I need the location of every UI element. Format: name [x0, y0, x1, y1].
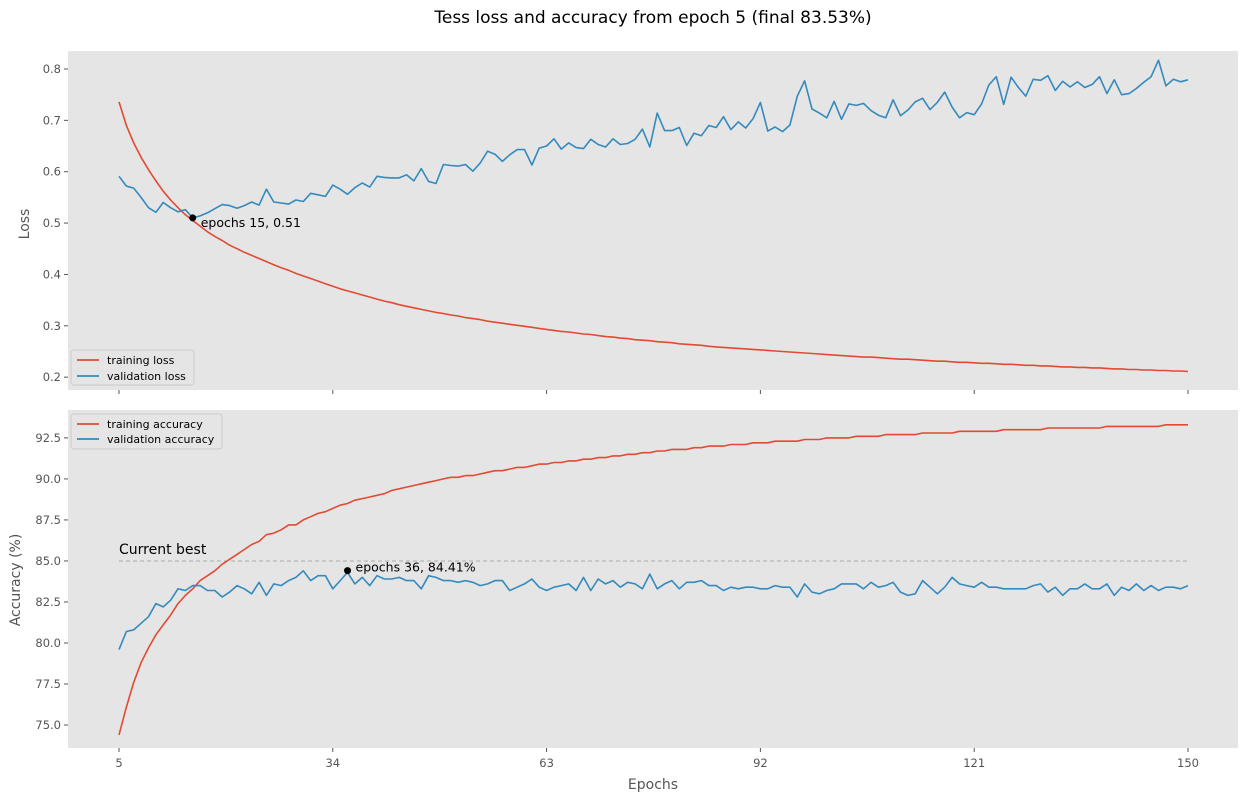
- acc-ytick-label: 87.5: [35, 513, 61, 527]
- xtick-label: 5: [115, 756, 122, 770]
- xtick-label: 150: [1177, 756, 1199, 770]
- xtick-label: 34: [325, 756, 340, 770]
- legend-label-validation-loss: validation loss: [107, 370, 186, 383]
- loss-ytick-label: 0.4: [43, 267, 61, 281]
- accuracy-y-axis: 75.0 77.5 80.0 82.5 85.0 87.5 90.0 92.5: [35, 431, 68, 732]
- accuracy-panel: Current best 75.0 77.5 80.0 82.5 85.0 87.5 90.…: [8, 410, 1238, 793]
- loss-legend: training loss validation loss: [70, 349, 195, 386]
- acc-ytick-label: 85.0: [35, 554, 61, 568]
- acc-series-training-line: [118, 423, 1188, 736]
- acc-ytick-label: 77.5: [35, 677, 61, 691]
- xtick-label: 121: [963, 756, 985, 770]
- accuracy-annotation: epochs 36, 84.41%: [344, 560, 476, 575]
- loss-panel: 0.2 0.3 0.4 0.5 0.6 0.7 0.8 Loss epochs 15, 0.…: [17, 51, 1238, 394]
- loss-series-validation-line: [118, 59, 1189, 219]
- accuracy-x-axis: 5 34 63 92 121 150: [115, 748, 1199, 770]
- loss-ytick-label: 0.2: [43, 370, 61, 384]
- accuracy-y-axis-label: Accuracy (%): [8, 534, 24, 627]
- loss-ytick-label: 0.8: [43, 62, 61, 76]
- acc-ytick-label: 90.0: [35, 472, 61, 486]
- loss-series-training-line: [118, 101, 1189, 373]
- current-best-label: Current best: [119, 542, 207, 558]
- loss-plot-area: [68, 51, 1238, 390]
- loss-ytick-label: 0.7: [43, 113, 61, 127]
- x-axis-label: Epochs: [628, 777, 678, 793]
- accuracy-legend: training accuracy validation accuracy: [70, 413, 223, 450]
- acc-ytick-label: 80.0: [35, 636, 61, 650]
- legend-label-validation-accuracy: validation accuracy: [107, 433, 215, 446]
- legend-label-training-loss: training loss: [107, 354, 175, 367]
- loss-y-axis-label: Loss: [17, 209, 33, 240]
- accuracy-legend-box: [70, 413, 223, 450]
- acc-ytick-label: 82.5: [35, 595, 61, 609]
- acc-ytick-label: 75.0: [35, 718, 61, 732]
- legend-label-training-accuracy: training accuracy: [107, 418, 203, 431]
- loss-series: [118, 59, 1189, 373]
- min-loss-label: epochs 15, 0.51: [201, 215, 301, 230]
- loss-x-axis-ticks: [118, 390, 1189, 394]
- acc-series-validation-line: [118, 569, 1189, 650]
- xtick-label: 92: [753, 756, 768, 770]
- best-accuracy-label: epochs 36, 84.41%: [356, 560, 476, 575]
- min-loss-marker: [189, 214, 197, 222]
- loss-ytick-label: 0.3: [43, 319, 61, 333]
- accuracy-series: [118, 423, 1189, 736]
- figure-title: Tess loss and accuracy from epoch 5 (fin…: [433, 8, 871, 28]
- loss-y-axis: 0.2 0.3 0.4 0.5 0.6 0.7 0.8: [43, 62, 68, 384]
- xtick-label: 63: [539, 756, 554, 770]
- best-accuracy-marker: [344, 567, 352, 575]
- loss-annotation: epochs 15, 0.51: [189, 214, 301, 230]
- loss-legend-box: [70, 349, 195, 386]
- loss-ytick-label: 0.6: [43, 165, 61, 179]
- acc-ytick-label: 92.5: [35, 431, 61, 445]
- loss-ytick-label: 0.5: [43, 216, 61, 230]
